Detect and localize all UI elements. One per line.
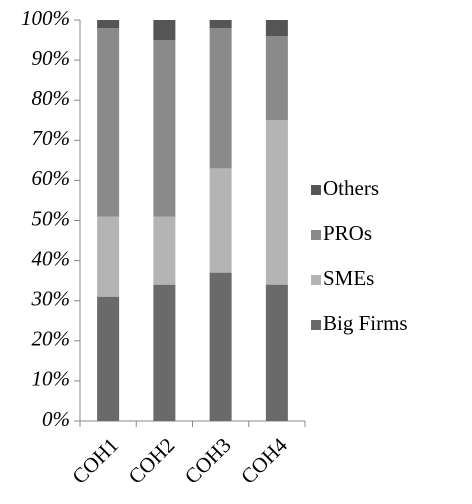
y-tick-label: 80% [32,86,71,110]
y-tick-label: 90% [32,46,71,70]
x-tick-label: COH2 [124,433,180,489]
y-tick-label: 50% [32,206,71,230]
bar-segment [265,120,288,285]
y-tick-label: 30% [31,287,71,311]
bar-segment [153,216,176,285]
bar-segment [97,296,120,421]
bar-segment [97,28,120,217]
legend-label: Others [323,176,379,200]
bar-segment [209,272,232,421]
bar-segment [265,20,288,37]
y-tick-label: 40% [32,246,71,270]
legend-swatch [311,185,321,195]
bar-segment [209,28,232,169]
y-tick-label: 70% [32,126,71,150]
bar-segment [97,216,120,297]
x-tick-label: COH1 [67,433,123,489]
bar-segment [265,36,288,121]
legend-label: PROs [323,221,372,245]
bar-segment [97,20,120,29]
y-tick-label: 60% [32,166,71,190]
bar-segment [153,40,176,217]
x-tick-label: COH4 [236,433,292,489]
legend-swatch [311,230,321,240]
bar-segment [209,168,232,273]
x-tick-label: COH3 [180,433,236,489]
legend-swatch [311,320,321,330]
legend-label: Big Firms [323,311,408,335]
y-tick-label: 100% [21,6,70,30]
y-tick-label: 0% [42,407,70,431]
bar-segment [209,20,232,29]
y-tick-label: 20% [32,327,71,351]
legend-label: SMEs [323,266,374,290]
legend-swatch [311,275,321,285]
bar-segment [265,284,288,421]
bar-segment [153,284,176,421]
y-tick-label: 10% [32,367,71,391]
bar-segment [153,20,176,41]
